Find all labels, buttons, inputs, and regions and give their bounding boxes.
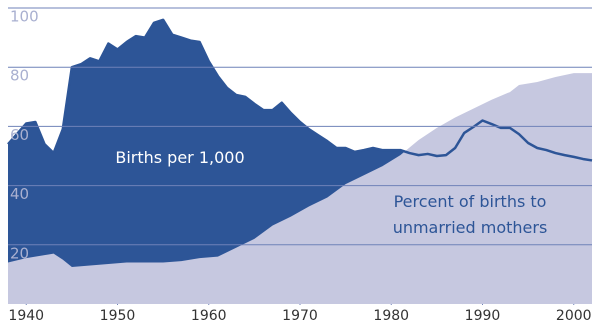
annotation: Births per 1,000 [115,148,245,167]
x-tick-label: 2000 [556,308,592,324]
x-tick-label: 1980 [373,308,409,324]
y-tick-label: 40 [10,185,29,203]
annotation: Percent of births to unmarried mothers [392,192,548,237]
x-tick-label: 1990 [465,308,501,324]
y-tick-label: 20 [10,244,29,262]
x-tick-label: 1960 [191,308,227,324]
x-tick-label: 1970 [282,308,318,324]
y-tick-label: 60 [10,126,29,144]
x-tick-label: 1940 [8,308,44,324]
x-tick-label: 1950 [100,308,136,324]
area [8,73,592,305]
y-tick-label: 80 [10,67,29,85]
y-tick-label: 100 [10,8,39,26]
